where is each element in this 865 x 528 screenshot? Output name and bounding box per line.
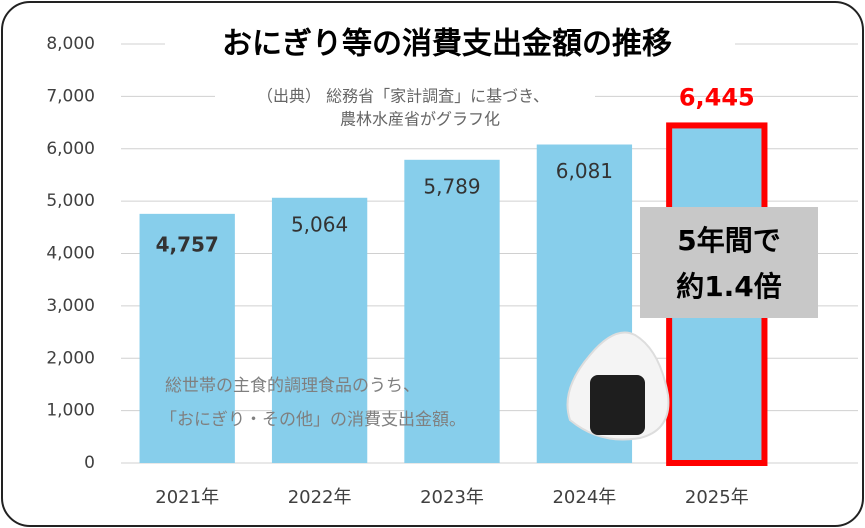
value-label: 5,064	[291, 212, 348, 236]
y-tick-label: 5,000	[46, 191, 95, 211]
value-label: 4,757	[156, 232, 219, 256]
callout: 5年間で	[677, 224, 780, 257]
y-tick-label: 3,000	[46, 296, 95, 316]
note: 総世帯の主食的調理食品のうち、	[165, 376, 420, 396]
value-label: 6,081	[556, 159, 613, 183]
y-tick-label: 6,000	[46, 139, 95, 159]
y-tick-label: 4,000	[46, 244, 95, 264]
chart: 0 1,000 2,000 3,000 4,000 5,000 6,000 7,000 8,00…	[0, 0, 865, 528]
callout: 約1.4倍	[676, 270, 782, 303]
x-tick-label: 2024年	[552, 487, 616, 508]
chart-title: おにぎり等の消費支出金額の推移	[222, 27, 672, 62]
source: 農林水産省がグラフ化	[340, 110, 500, 129]
y-tick-label: 7,000	[46, 86, 95, 106]
value-label: 5,789	[423, 174, 480, 198]
y-tick-label: 8,000	[46, 34, 95, 54]
source: （出典） 総務省「家計調査」に基づき、	[257, 87, 549, 106]
x-tick-label: 2022年	[288, 487, 352, 508]
y-tick-label: 0	[84, 453, 95, 473]
y-tick-label: 2,000	[46, 348, 95, 368]
x-tick-label: 2023年	[420, 487, 484, 508]
x-tick-label: 2025年	[685, 487, 749, 508]
y-tick-label: 1,000	[46, 401, 95, 421]
nori	[590, 375, 645, 435]
page: 0 1,000 2,000 3,000 4,000 5,000 6,000 7,000 8,00…	[0, 0, 865, 528]
note: 「おにぎり・その他」の消費支出金額。	[160, 410, 466, 430]
x-tick-label: 2021年	[155, 487, 219, 508]
value-label: 6,445	[679, 83, 755, 111]
